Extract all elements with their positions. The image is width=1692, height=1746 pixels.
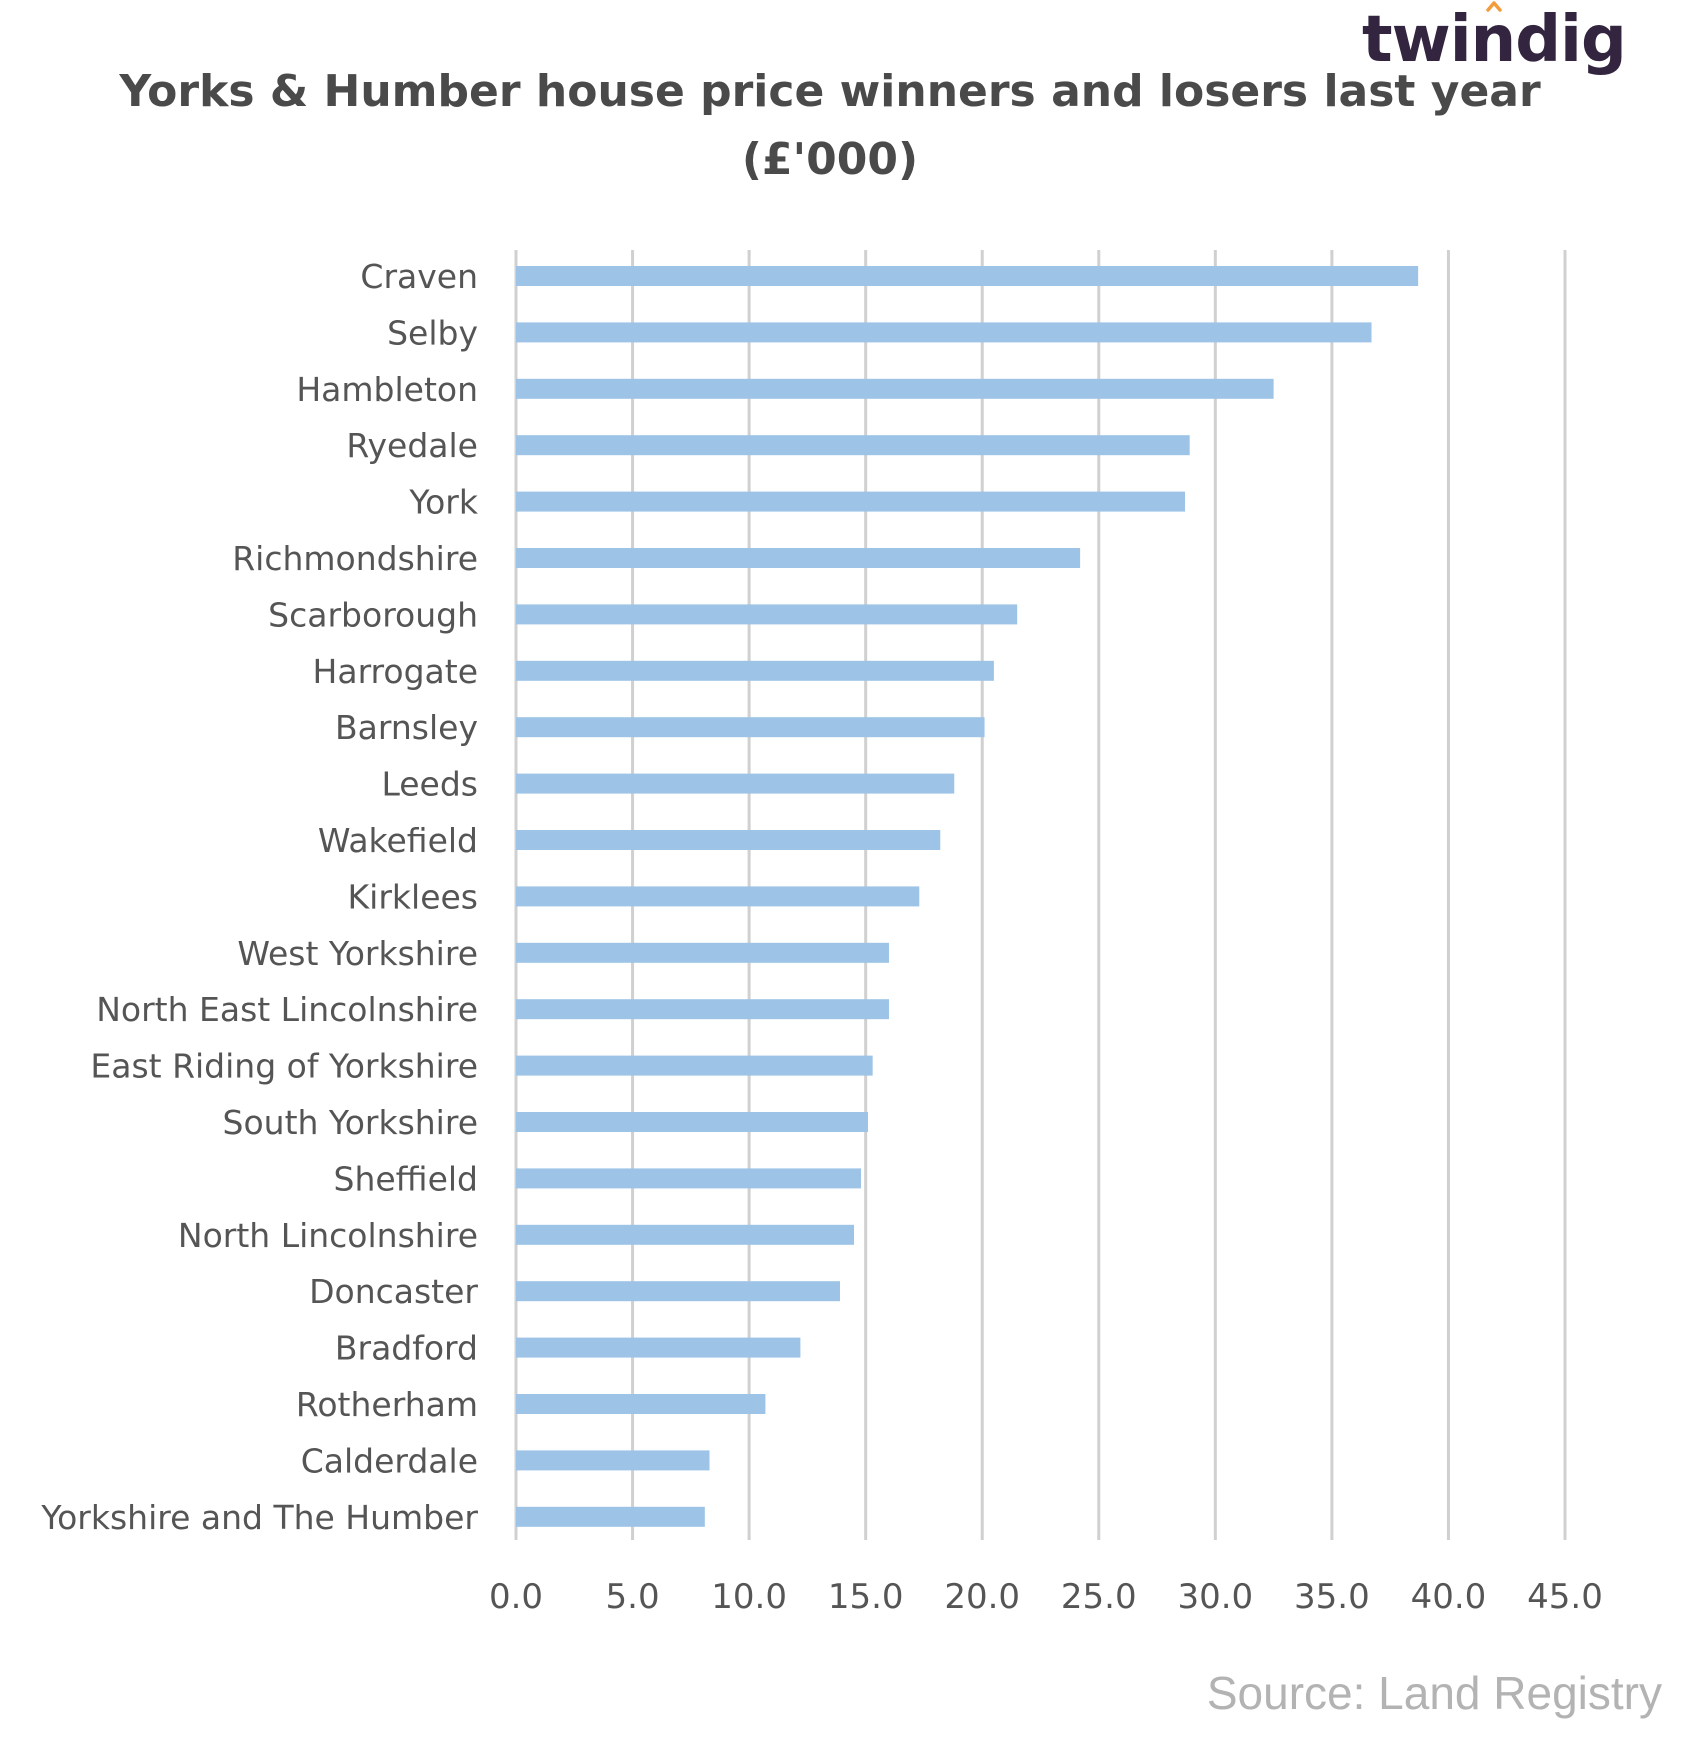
source-note: Source: Land Registry	[1206, 1667, 1662, 1719]
category-label: Harrogate	[313, 652, 478, 691]
bar	[516, 717, 985, 738]
bar	[516, 548, 1081, 568]
bar	[516, 1450, 710, 1471]
bar	[516, 1168, 862, 1189]
category-label: Bradford	[335, 1329, 478, 1368]
category-label: South Yorkshire	[223, 1103, 478, 1142]
category-label: West Yorkshire	[237, 934, 478, 973]
x-tick-label: 30.0	[1177, 1577, 1253, 1617]
bar	[516, 1337, 801, 1358]
bar	[516, 322, 1372, 343]
category-label: Ryedale	[346, 426, 478, 465]
category-label: Rotherham	[296, 1385, 478, 1424]
bar	[516, 660, 994, 681]
bar	[516, 378, 1274, 399]
bar	[516, 999, 889, 1020]
category-label: Doncaster	[309, 1272, 478, 1311]
bar	[516, 604, 1018, 625]
category-label: Hambleton	[296, 370, 478, 409]
bar	[516, 435, 1190, 456]
category-label: Richmondshire	[232, 539, 478, 578]
logo-hat-icon	[1486, 1, 1502, 12]
x-tick-label: 45.0	[1527, 1577, 1603, 1617]
category-label: North East Lincolnshire	[96, 990, 478, 1029]
x-tick-label: 0.0	[489, 1577, 543, 1617]
chart-title: Yorks & Humber house price winners and l…	[119, 66, 1541, 117]
category-label: Craven	[360, 257, 478, 296]
bar	[516, 1281, 841, 1302]
bar	[516, 1394, 766, 1414]
x-tick-label: 10.0	[711, 1577, 787, 1617]
bar	[516, 1506, 705, 1527]
category-label: Selby	[387, 313, 478, 352]
category-label: York	[408, 483, 479, 522]
category-label: Barnsley	[335, 708, 478, 747]
bar	[516, 491, 1186, 512]
bar	[516, 942, 889, 963]
x-tick-label: 35.0	[1294, 1577, 1370, 1617]
category-label: Yorkshire and The Humber	[40, 1498, 478, 1537]
category-label: Scarborough	[268, 595, 478, 634]
bar	[516, 1055, 873, 1076]
category-label: Sheffield	[334, 1159, 479, 1198]
category-label: North Lincolnshire	[178, 1216, 478, 1255]
category-label: East Riding of Yorkshire	[90, 1047, 478, 1086]
chart-subtitle: (£'000)	[741, 134, 919, 185]
category-label: Leeds	[381, 765, 478, 804]
bar	[516, 830, 941, 850]
bar	[516, 886, 920, 907]
x-tick-label: 20.0	[944, 1577, 1020, 1617]
bar	[516, 773, 955, 794]
x-tick-label: 40.0	[1411, 1577, 1487, 1617]
bar	[516, 1112, 868, 1132]
twindig-logo: twindig	[1362, 3, 1627, 77]
x-tick-label: 25.0	[1061, 1577, 1137, 1617]
category-label: Kirklees	[348, 877, 478, 916]
x-tick-label: 15.0	[828, 1577, 904, 1617]
category-label: Wakefield	[318, 821, 478, 860]
category-label: Calderdale	[301, 1441, 478, 1480]
bar	[516, 266, 1419, 286]
bar	[516, 1224, 855, 1245]
x-tick-label: 5.0	[606, 1577, 660, 1617]
